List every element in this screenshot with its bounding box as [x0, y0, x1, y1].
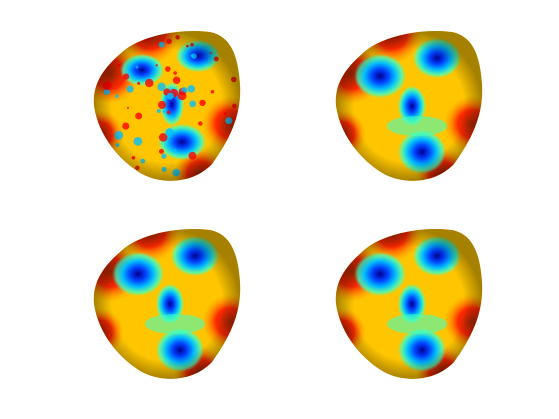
face-surface-panel-2	[322, 14, 492, 184]
face-surface-panel-4	[322, 212, 492, 382]
face-surface-panel-1	[80, 14, 250, 184]
face-surface-svg	[93, 228, 241, 379]
face-surface-svg	[335, 30, 483, 181]
face-surface-svg	[93, 30, 241, 181]
face-surface-svg	[335, 228, 483, 379]
face-surface-panel-3	[80, 212, 250, 382]
